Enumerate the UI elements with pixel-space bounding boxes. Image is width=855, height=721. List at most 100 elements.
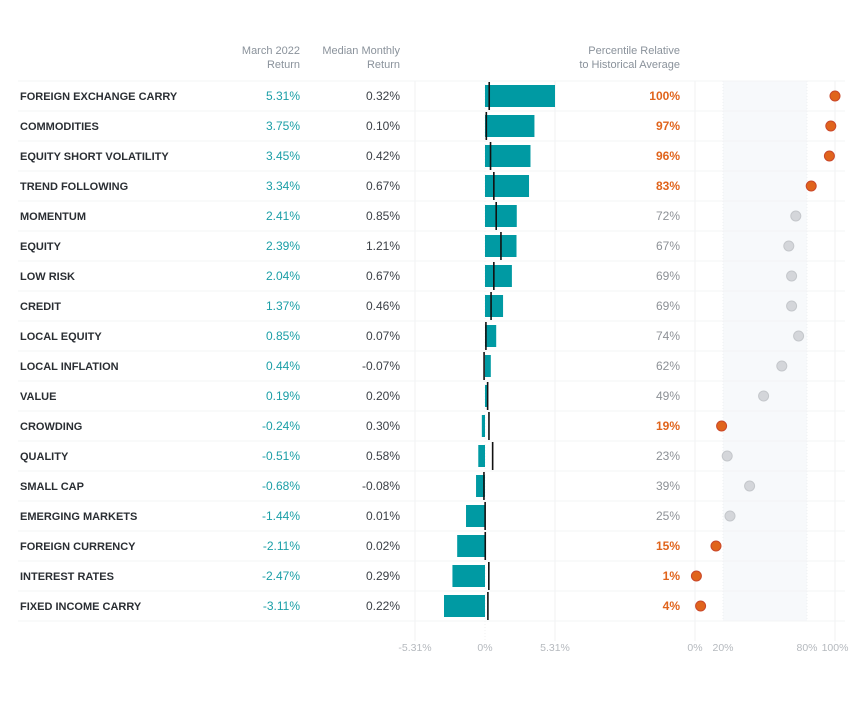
median-return-value: 0.67% xyxy=(366,269,400,283)
percentile-value: 39% xyxy=(656,479,680,493)
percentile-dot xyxy=(786,300,798,312)
factor-label: COMMODITIES xyxy=(20,121,99,133)
march-return-value: 0.85% xyxy=(266,329,300,343)
bar-axis-tick: 5.31% xyxy=(540,642,570,654)
march-return-value: -2.47% xyxy=(262,569,300,583)
return-bar xyxy=(481,415,485,437)
percentile-axis-tick: 100% xyxy=(822,642,849,654)
header-march-return-line1: March 2022 xyxy=(241,45,300,57)
factor-label: VALUE xyxy=(20,391,56,403)
median-return-value: 0.58% xyxy=(366,449,400,463)
march-return-value: -0.24% xyxy=(262,419,300,433)
percentile-axis-tick: 80% xyxy=(796,642,817,654)
median-return-value: 0.20% xyxy=(366,389,400,403)
percentile-dot xyxy=(790,210,802,222)
percentile-value: 15% xyxy=(656,539,680,553)
return-bar xyxy=(444,595,485,617)
median-return-value: 0.67% xyxy=(366,179,400,193)
percentile-axis-tick: 20% xyxy=(712,642,733,654)
percentile-value: 49% xyxy=(656,389,680,403)
return-bar xyxy=(485,145,531,167)
return-bar xyxy=(485,325,497,347)
percentile-dot xyxy=(721,450,733,462)
return-bar xyxy=(485,205,517,227)
header-median-return: Median Monthly Return xyxy=(300,44,400,72)
header-percentile: Percentile Relative to Historical Averag… xyxy=(540,44,680,72)
factor-label: FOREIGN CURRENCY xyxy=(20,541,136,553)
median-return-value: 0.22% xyxy=(366,599,400,613)
return-bar xyxy=(457,535,485,557)
return-bar xyxy=(485,385,488,407)
median-return-value: 0.46% xyxy=(366,299,400,313)
march-return-value: 5.31% xyxy=(266,89,300,103)
bar-axis-tick: -5.31% xyxy=(398,642,431,654)
percentile-value: 96% xyxy=(656,149,680,163)
march-return-value: 0.19% xyxy=(266,389,300,403)
factor-label: EMERGING MARKETS xyxy=(20,511,137,523)
march-return-value: -2.11% xyxy=(263,539,300,553)
percentile-dot xyxy=(758,390,770,402)
percentile-dot xyxy=(716,420,728,432)
median-return-value: -0.07% xyxy=(362,359,400,373)
percentile-dot xyxy=(825,120,837,132)
percentile-value: 74% xyxy=(656,329,680,343)
percentile-dot xyxy=(823,150,835,162)
median-return-value: 0.29% xyxy=(366,569,400,583)
return-bar xyxy=(476,475,485,497)
march-return-value: 2.39% xyxy=(266,239,300,253)
percentile-value: 19% xyxy=(656,419,680,433)
percentile-dot xyxy=(805,180,817,192)
percentile-value: 4% xyxy=(663,599,681,613)
factor-label: LOW RISK xyxy=(20,271,75,283)
return-bar xyxy=(466,505,485,527)
header-percentile-line2: to Historical Average xyxy=(579,59,680,71)
median-return-value: 0.02% xyxy=(366,539,400,553)
percentile-dot xyxy=(690,570,702,582)
percentile-dot xyxy=(695,600,707,612)
march-return-value: 3.45% xyxy=(266,149,300,163)
factor-label: LOCAL EQUITY xyxy=(20,331,102,343)
percentile-value: 69% xyxy=(656,299,680,313)
factor-label: FOREIGN EXCHANGE CARRY xyxy=(20,91,178,103)
header-median-return-line1: Median Monthly xyxy=(322,45,400,57)
percentile-value: 23% xyxy=(656,449,680,463)
median-return-value: 0.42% xyxy=(366,149,400,163)
return-bar xyxy=(485,175,530,197)
percentile-dot xyxy=(710,540,722,552)
factor-label: TREND FOLLOWING xyxy=(20,181,128,193)
median-return-value: 1.21% xyxy=(366,239,400,253)
factor-label: CROWDING xyxy=(20,421,82,433)
return-bar xyxy=(478,445,485,467)
return-bar xyxy=(485,85,555,107)
percentile-value: 83% xyxy=(656,179,680,193)
median-return-value: 0.10% xyxy=(366,119,400,133)
factor-label: EQUITY xyxy=(20,241,62,253)
percentile-value: 100% xyxy=(649,89,680,103)
factor-label: EQUITY SHORT VOLATILITY xyxy=(20,151,169,163)
factor-label: SMALL CAP xyxy=(20,481,84,493)
factor-label: LOCAL INFLATION xyxy=(20,361,119,373)
factor-label: INTEREST RATES xyxy=(20,571,114,583)
percentile-dot xyxy=(793,330,805,342)
return-bar xyxy=(485,355,491,377)
march-return-value: 2.41% xyxy=(266,209,300,223)
march-return-value: -3.11% xyxy=(263,599,300,613)
header-march-return-line2: Return xyxy=(266,59,300,71)
return-bar xyxy=(485,295,504,317)
return-bar xyxy=(485,265,512,287)
percentile-value: 1% xyxy=(663,569,681,583)
median-return-value: 0.01% xyxy=(366,509,400,523)
march-return-value: 0.44% xyxy=(266,359,300,373)
march-return-value: 3.75% xyxy=(266,119,300,133)
percentile-value: 97% xyxy=(656,119,680,133)
percentile-dot xyxy=(776,360,788,372)
percentile-axis-tick: 0% xyxy=(687,642,702,654)
march-return-value: 2.04% xyxy=(266,269,300,283)
percentile-value: 62% xyxy=(656,359,680,373)
bar-axis-tick: 0% xyxy=(477,642,492,654)
percentile-value: 67% xyxy=(656,239,680,253)
march-return-value: 1.37% xyxy=(266,299,300,313)
factor-label: FIXED INCOME CARRY xyxy=(20,601,142,613)
percentile-dot xyxy=(829,90,841,102)
median-return-value: 0.85% xyxy=(366,209,400,223)
